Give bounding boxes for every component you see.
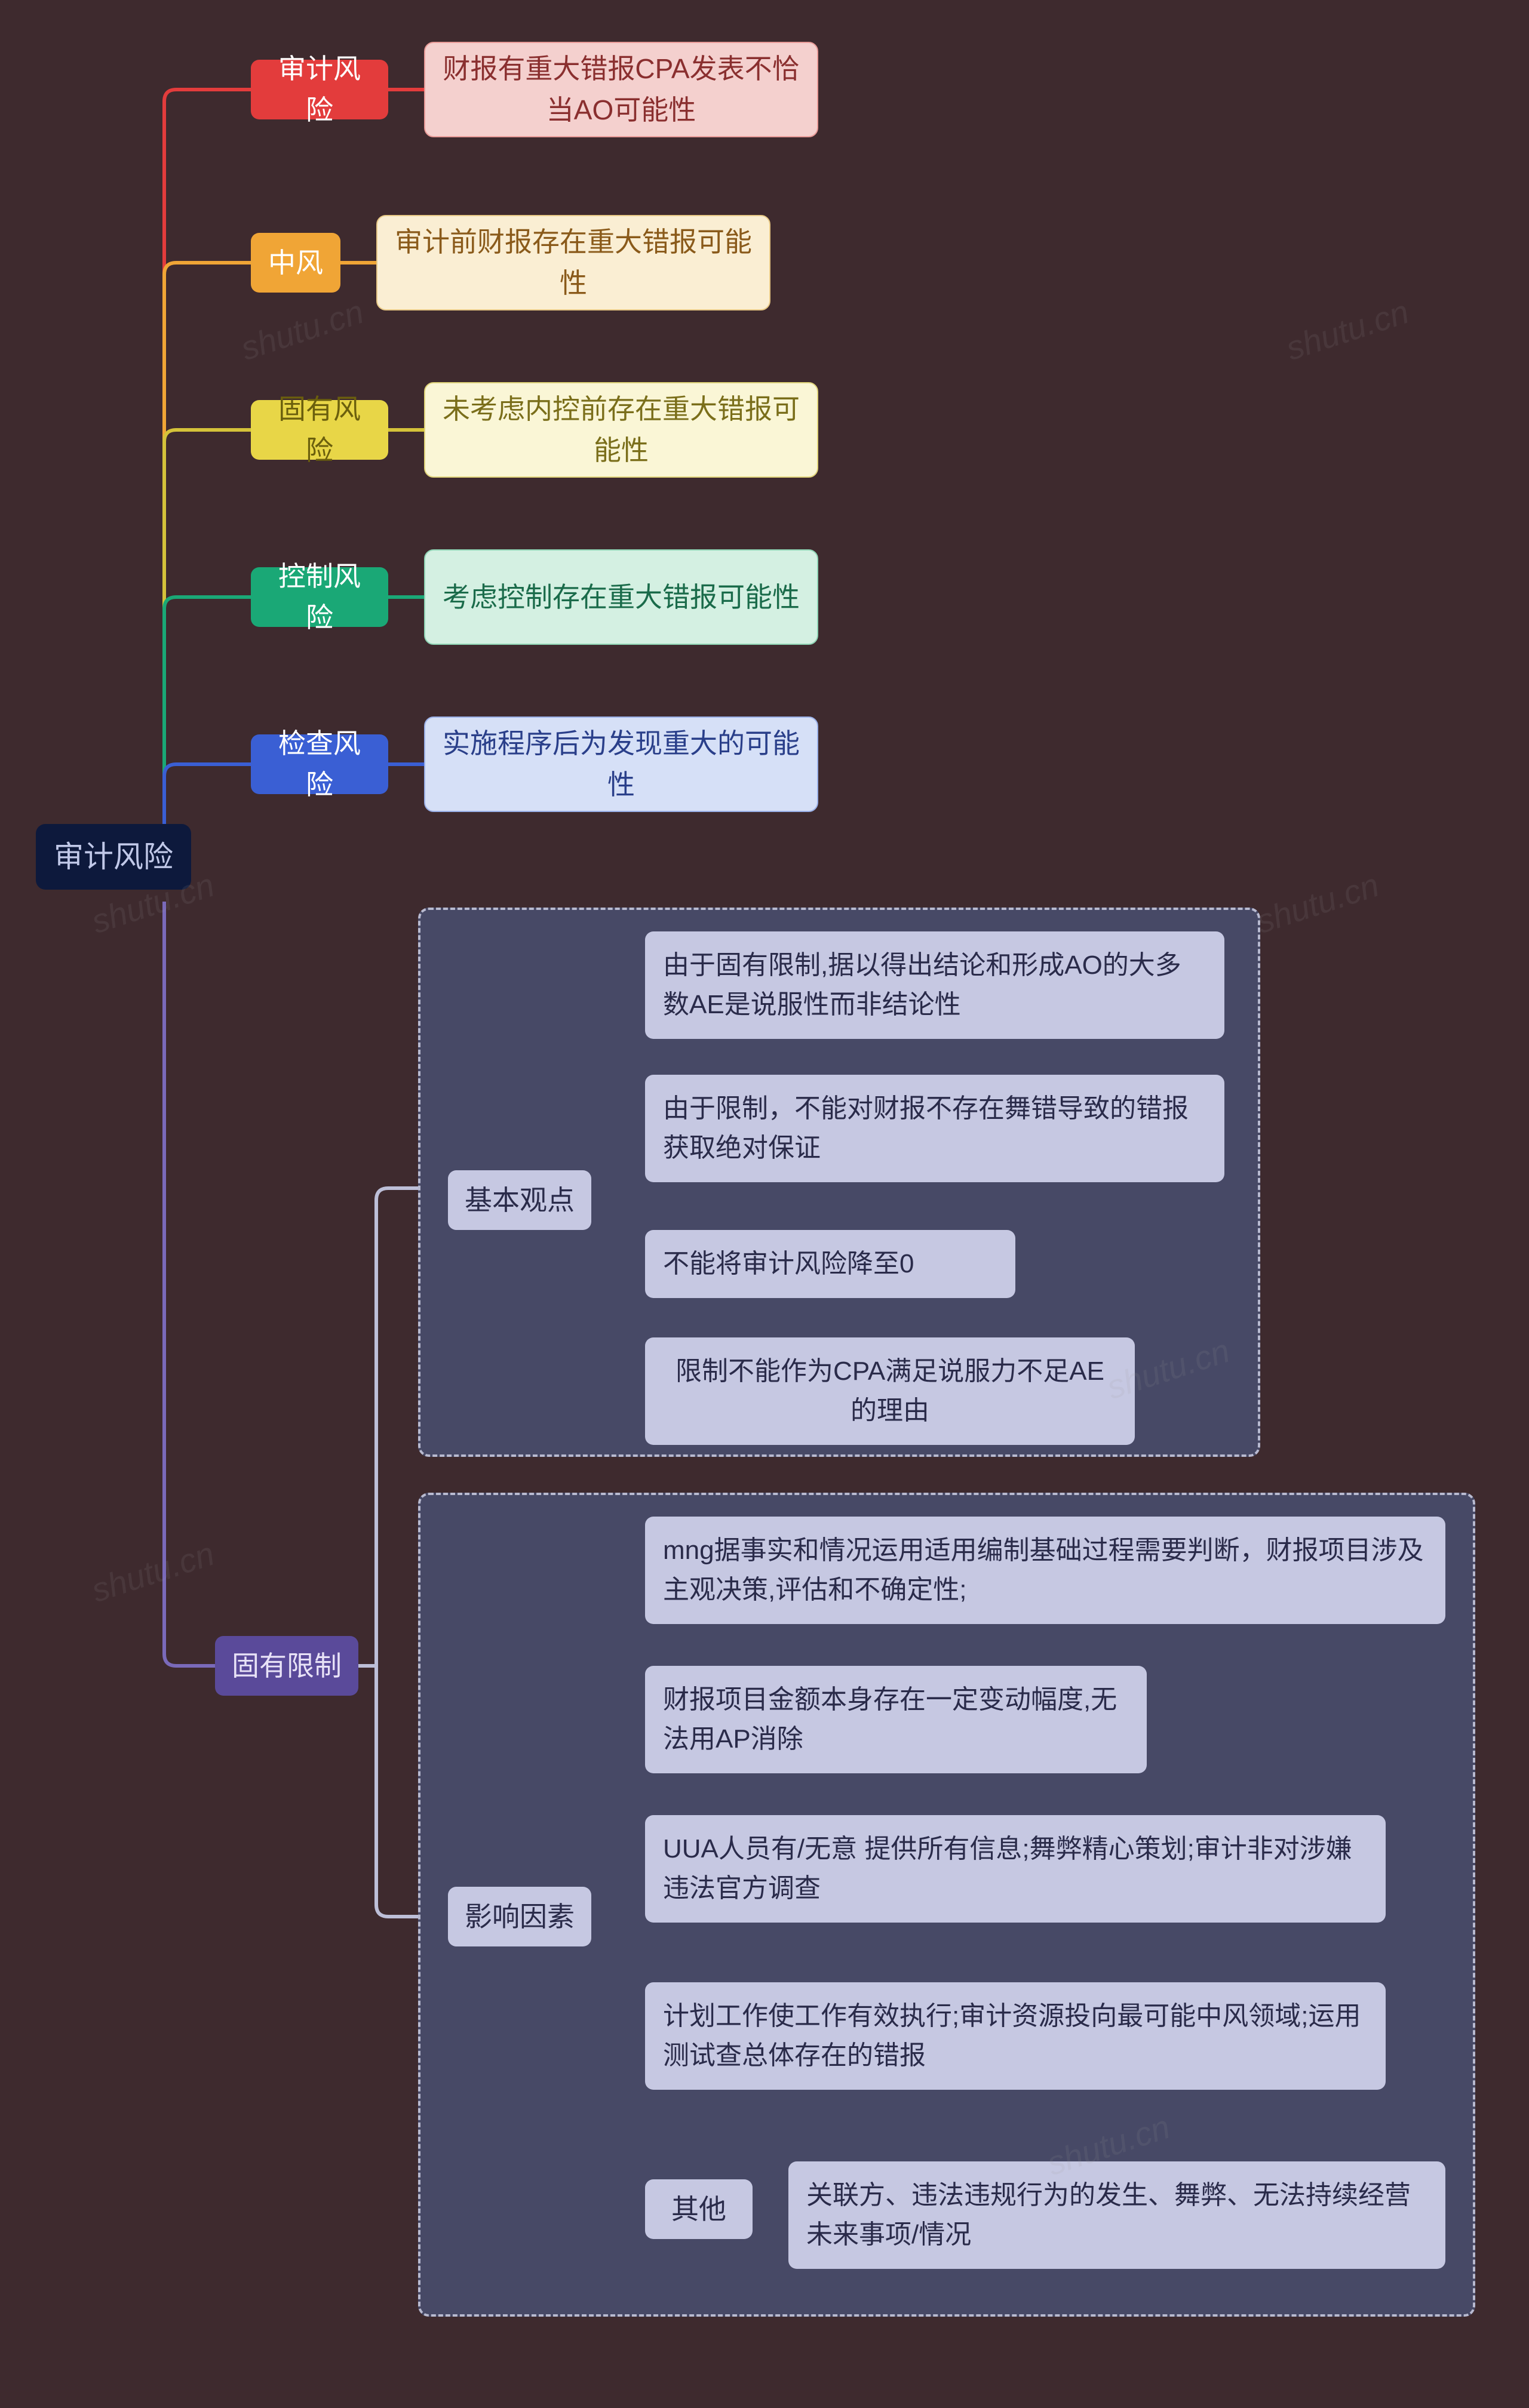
- leaf-g2-3: 计划工作使工作有效执行;审计资源投向最可能中风领域;运用测试查总体存在的错报: [645, 1982, 1386, 2090]
- watermark: shutu.cn: [1281, 292, 1413, 368]
- leaf-g1-3: 限制不能作为CPA满足说服力不足AE的理由: [645, 1337, 1135, 1445]
- branch-audit-risk[interactable]: 审计风险: [251, 60, 388, 119]
- branch-control-risk-desc: 考虑控制存在重大错报可能性: [424, 549, 818, 645]
- root-node[interactable]: 审计风险: [36, 824, 191, 890]
- watermark: shutu.cn: [87, 1534, 219, 1610]
- leaf-g2-1: 财报项目金额本身存在一定变动幅度,无法用AP消除: [645, 1666, 1147, 1773]
- branch-detection-risk-desc: 实施程序后为发现重大的可能性: [424, 716, 818, 812]
- sub-basic-viewpoint[interactable]: 基本观点: [448, 1170, 591, 1230]
- leaf-other-desc: 关联方、违法违规行为的发生、舞弊、无法持续经营未来事项/情况: [788, 2161, 1445, 2269]
- leaf-g1-1: 由于限制，不能对财报不存在舞错导致的错报获取绝对保证: [645, 1075, 1224, 1182]
- watermark: shutu.cn: [236, 292, 368, 368]
- leaf-g2-2: UUA人员有/无意 提供所有信息;舞弊精心策划;审计非对涉嫌违法官方调查: [645, 1815, 1386, 1923]
- watermark: shutu.cn: [1251, 865, 1383, 941]
- leaf-g1-2: 不能将审计风险降至0: [645, 1230, 1015, 1298]
- branch-mid-risk[interactable]: 中风: [251, 233, 340, 293]
- leaf-g2-0: mng据事实和情况运用适用编制基础过程需要判断，财报项目涉及主观决策,评估和不确…: [645, 1517, 1445, 1624]
- sub-influence-factor[interactable]: 影响因素: [448, 1887, 591, 1946]
- branch-detection-risk[interactable]: 检查风险: [251, 734, 388, 794]
- branch-audit-risk-desc: 财报有重大错报CPA发表不恰当AO可能性: [424, 42, 818, 137]
- leaf-g1-0: 由于固有限制,据以得出结论和形成AO的大多数AE是说服性而非结论性: [645, 931, 1224, 1039]
- branch-control-risk[interactable]: 控制风险: [251, 567, 388, 627]
- branch-inherent-risk[interactable]: 固有风险: [251, 400, 388, 460]
- branch-inherent-limit[interactable]: 固有限制: [215, 1636, 358, 1696]
- branch-inherent-risk-desc: 未考虑内控前存在重大错报可能性: [424, 382, 818, 478]
- branch-mid-risk-desc: 审计前财报存在重大错报可能性: [376, 215, 770, 310]
- sub-other[interactable]: 其他: [645, 2179, 753, 2239]
